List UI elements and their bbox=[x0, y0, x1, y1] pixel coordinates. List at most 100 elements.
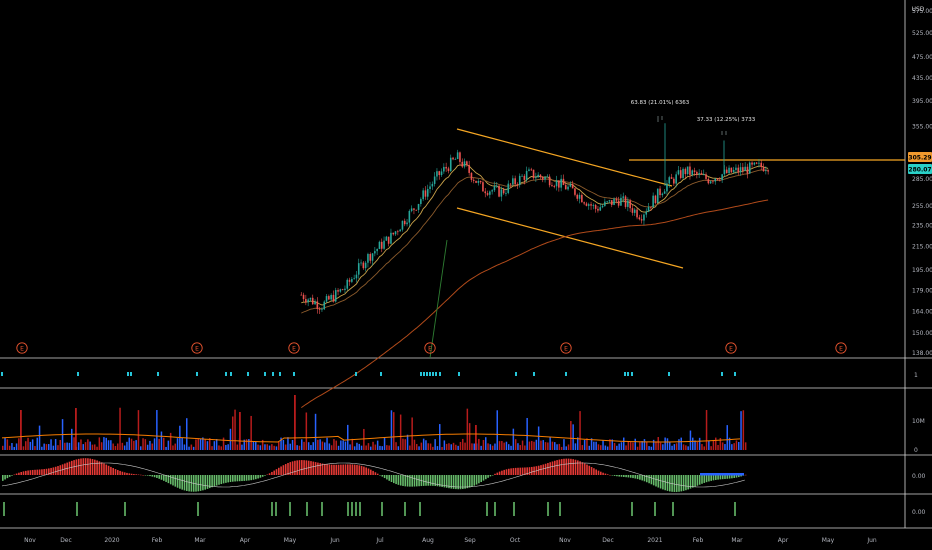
volume-bar bbox=[675, 443, 678, 450]
oscillator-bar bbox=[643, 475, 646, 482]
candle-body bbox=[558, 180, 560, 188]
marker-dot bbox=[435, 372, 437, 376]
volume-bar bbox=[602, 440, 604, 450]
volume-bar bbox=[664, 437, 666, 450]
volume-bar bbox=[666, 438, 669, 450]
oscillator-bar bbox=[551, 461, 554, 475]
oscillator-bar bbox=[2, 475, 4, 481]
oscillator-bar bbox=[641, 475, 643, 481]
oscillator-bar bbox=[390, 475, 393, 483]
time-tick-label: Dec bbox=[602, 537, 614, 544]
volume-bar bbox=[411, 417, 413, 450]
oscillator-bar bbox=[609, 474, 611, 476]
volume-bar bbox=[48, 444, 50, 450]
oscillator-bar bbox=[199, 475, 202, 491]
oscillator-bar bbox=[130, 473, 133, 475]
volume-bar bbox=[71, 428, 73, 450]
oscillator-bar bbox=[172, 475, 174, 486]
candle-body bbox=[461, 161, 464, 167]
volume-bar bbox=[317, 439, 319, 450]
volume-bar bbox=[114, 445, 117, 450]
volume-bar bbox=[319, 439, 321, 450]
marker-dot bbox=[515, 372, 517, 376]
price-tick-label: 475.00 bbox=[912, 54, 932, 61]
volume-bar bbox=[662, 444, 664, 450]
signal-bar bbox=[289, 502, 291, 516]
oscillator-bar bbox=[705, 475, 708, 483]
price-tick-label: 395.00 bbox=[912, 98, 932, 105]
volume-bar bbox=[96, 446, 98, 450]
oscillator-bar bbox=[73, 460, 75, 475]
candle-body bbox=[567, 186, 569, 190]
oscillator-bar bbox=[462, 475, 464, 490]
volume-bar bbox=[724, 444, 726, 450]
volume-bar bbox=[140, 446, 142, 450]
oscillator-bar bbox=[257, 475, 259, 479]
oscillator-bar bbox=[738, 475, 740, 478]
oscillator-bar bbox=[418, 475, 420, 487]
candle-body bbox=[447, 168, 450, 172]
oscillator-bar bbox=[337, 464, 340, 475]
price-tick-label: 525.00 bbox=[912, 30, 932, 37]
candle-body bbox=[415, 209, 418, 211]
signal-bar bbox=[559, 502, 561, 516]
oscillator-bar bbox=[222, 475, 225, 484]
volume-bar bbox=[728, 437, 731, 450]
volume-bar bbox=[471, 443, 473, 450]
time-tick-label: Jun bbox=[866, 537, 877, 544]
price-tick-label: 195.00 bbox=[912, 267, 932, 274]
candle-body bbox=[590, 204, 592, 206]
oscillator-bar bbox=[135, 474, 137, 475]
oscillator-bar bbox=[342, 464, 344, 475]
time-tick-label: Feb bbox=[152, 537, 163, 544]
oscillator-bar bbox=[310, 461, 312, 475]
candle-body bbox=[723, 169, 726, 175]
volume-bar bbox=[27, 437, 29, 450]
candle-body bbox=[535, 177, 537, 179]
volume-bar bbox=[533, 441, 535, 450]
candle-body bbox=[530, 169, 533, 171]
volume-bar bbox=[503, 442, 505, 450]
oscillator-bar bbox=[238, 475, 241, 482]
volume-bar bbox=[372, 441, 374, 450]
oscillator-bar bbox=[94, 459, 96, 475]
oscillator-bar bbox=[648, 475, 650, 484]
oscillator-bar bbox=[241, 475, 243, 482]
oscillator-bar bbox=[586, 464, 588, 475]
candle-body bbox=[528, 169, 530, 171]
oscillator-bar bbox=[137, 474, 140, 476]
candle-body bbox=[631, 208, 634, 213]
volume-bar bbox=[715, 437, 717, 450]
candle-body bbox=[348, 279, 351, 282]
candle-body bbox=[318, 308, 321, 310]
volume-bar bbox=[455, 444, 457, 450]
volume-bar bbox=[360, 445, 363, 450]
candle-body bbox=[624, 196, 627, 207]
oscillator-bar bbox=[583, 463, 586, 475]
channel-upper-line bbox=[456, 128, 673, 187]
candle-body bbox=[507, 183, 510, 193]
volume-bar bbox=[547, 442, 549, 450]
oscillator-bar bbox=[349, 464, 351, 475]
candle-body bbox=[475, 180, 477, 183]
volume-bar bbox=[4, 437, 6, 450]
oscillator-bar bbox=[84, 458, 87, 475]
volume-bar bbox=[526, 417, 528, 450]
oscillator-bar bbox=[96, 460, 98, 475]
volume-bar bbox=[275, 446, 278, 450]
marker-dot bbox=[429, 372, 431, 376]
long-ma-line bbox=[301, 199, 769, 409]
candle-body bbox=[459, 152, 461, 162]
volume-bar bbox=[418, 446, 420, 450]
volume-bar bbox=[632, 442, 634, 450]
volume-bar bbox=[560, 446, 563, 450]
candle-body bbox=[700, 173, 703, 175]
candle-body bbox=[751, 162, 753, 165]
candle-body bbox=[716, 178, 719, 180]
oscillator-bar bbox=[489, 475, 492, 477]
volume-bar bbox=[22, 446, 25, 450]
volume-bar bbox=[698, 437, 701, 450]
earnings-marker bbox=[835, 342, 847, 354]
volume-bar bbox=[439, 424, 441, 450]
